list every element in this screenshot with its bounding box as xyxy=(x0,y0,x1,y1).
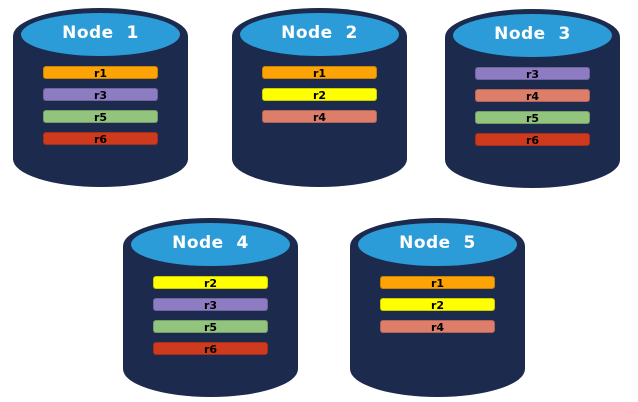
node-4-cylinder: Node 4 r2 r3 r5 r6 xyxy=(123,218,298,397)
replica-bar: r2 xyxy=(380,298,495,312)
replica-bar: r6 xyxy=(475,133,590,147)
database-icon xyxy=(453,14,612,57)
replica-list: r2 r3 r5 r6 xyxy=(153,276,268,364)
replica-bar: r3 xyxy=(153,298,268,312)
database-icon xyxy=(21,13,180,56)
database-icon xyxy=(131,223,290,266)
database-cylinder-rim xyxy=(123,218,298,274)
replica-list: r3 r4 r5 r6 xyxy=(475,67,590,155)
node-title: Node 1 xyxy=(62,23,139,43)
node-3-cylinder: Node 3 r3 r4 r5 r6 xyxy=(445,9,620,188)
replica-bar: r6 xyxy=(43,132,158,146)
database-cylinder-rim xyxy=(445,9,620,65)
node-1-cylinder: Node 1 r1 r3 r5 r6 xyxy=(13,8,188,187)
replica-bar: r2 xyxy=(262,88,377,102)
database-cylinder-rim xyxy=(232,8,407,64)
node-title: Node 3 xyxy=(494,24,571,44)
database-cylinder-rim xyxy=(13,8,188,64)
replica-bar: r5 xyxy=(475,111,590,125)
replica-bar: r6 xyxy=(153,342,268,356)
database-cylinder-rim xyxy=(350,218,525,274)
node-title: Node 5 xyxy=(399,233,476,253)
node-title: Node 2 xyxy=(281,23,358,43)
database-icon xyxy=(358,223,517,266)
replica-bar: r3 xyxy=(43,88,158,102)
replica-list: r1 r3 r5 r6 xyxy=(43,66,158,154)
replica-bar: r4 xyxy=(262,110,377,124)
node-title: Node 4 xyxy=(172,233,249,253)
node-2-cylinder: Node 2 r1 r2 r4 xyxy=(232,8,407,187)
replica-bar: r1 xyxy=(43,66,158,80)
replica-bar: r4 xyxy=(380,320,495,334)
replica-bar: r3 xyxy=(475,67,590,81)
replica-list: r1 r2 r4 xyxy=(262,66,377,132)
replica-bar: r1 xyxy=(262,66,377,80)
replica-bar: r4 xyxy=(475,89,590,103)
node-5-cylinder: Node 5 r1 r2 r4 xyxy=(350,218,525,397)
replica-bar: r2 xyxy=(153,276,268,290)
database-icon xyxy=(240,13,399,56)
replica-bar: r5 xyxy=(153,320,268,334)
replica-list: r1 r2 r4 xyxy=(380,276,495,342)
replica-bar: r5 xyxy=(43,110,158,124)
replica-bar: r1 xyxy=(380,276,495,290)
